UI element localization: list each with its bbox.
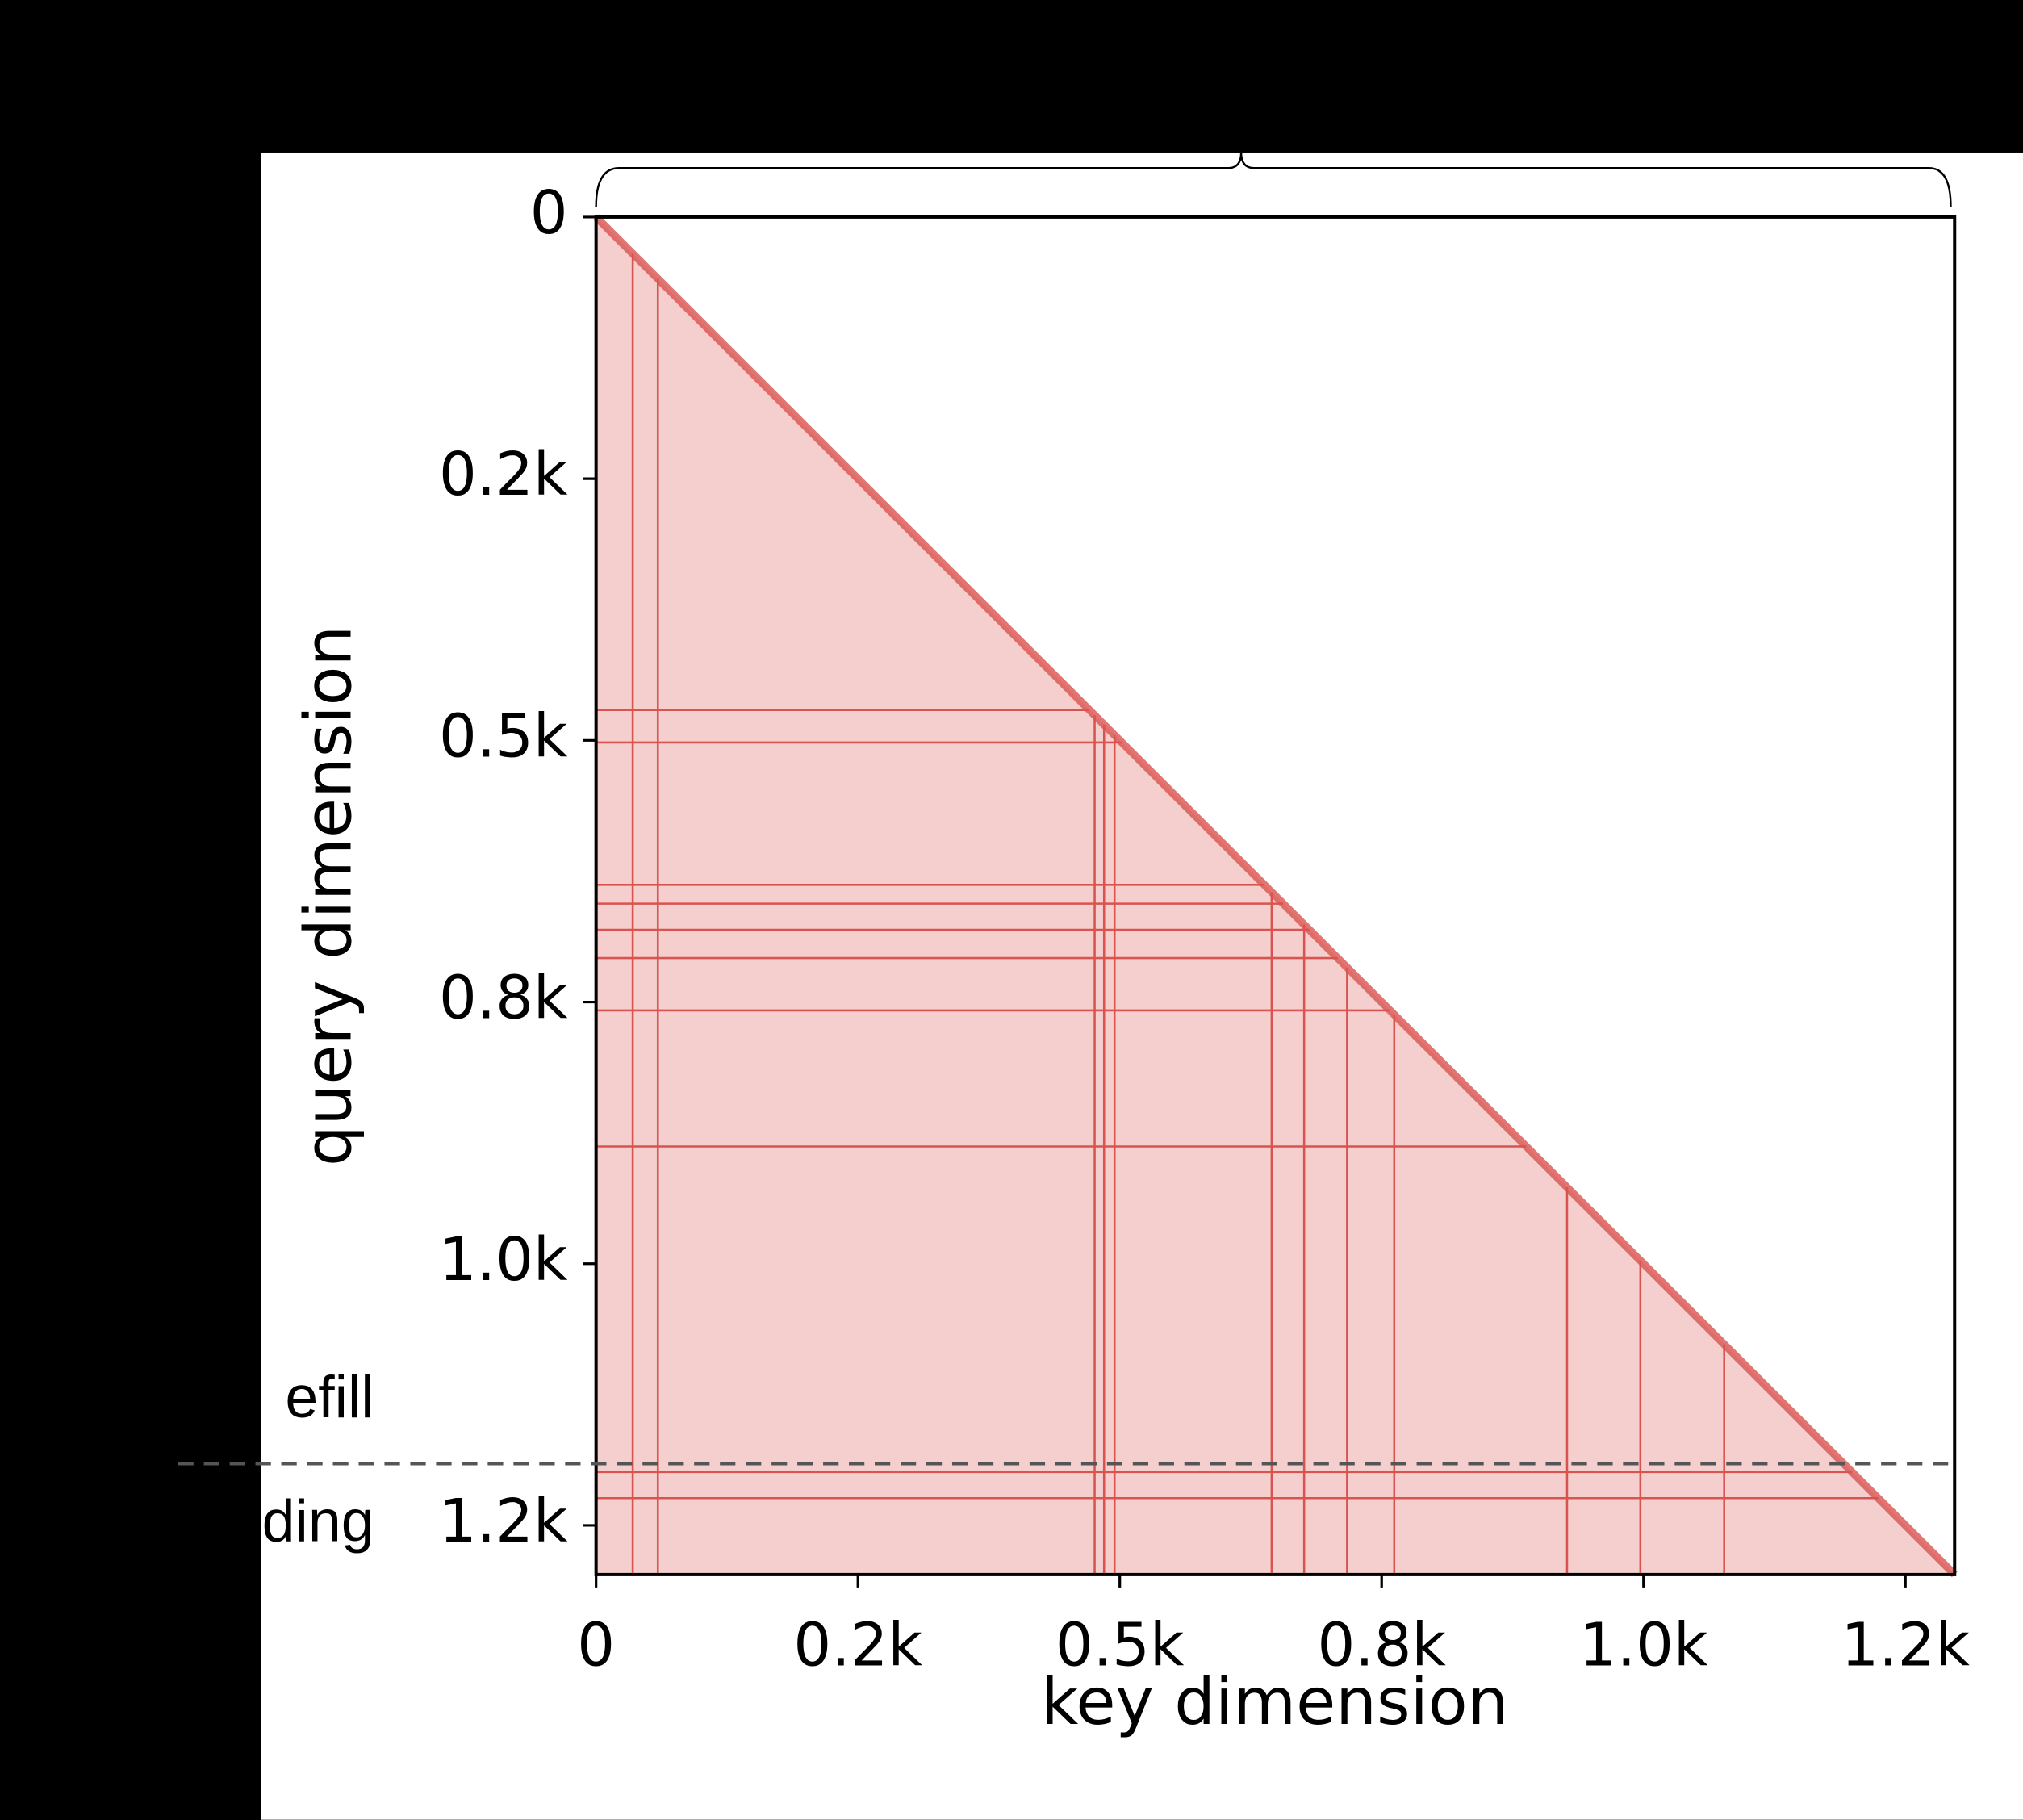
x-tick-label: 0.2k: [793, 1612, 922, 1680]
phase-label: efill: [285, 1363, 374, 1430]
x-tick-label: 0.8k: [1317, 1612, 1446, 1680]
y-tick-label: 0.5k: [439, 702, 568, 771]
y-tick-label: 1.2k: [439, 1487, 568, 1556]
x-tick-label: 1.0k: [1579, 1612, 1708, 1680]
y-tick-label: 1.0k: [439, 1226, 568, 1295]
x-tick-label: 0: [577, 1612, 615, 1680]
x-tick-label: 1.2k: [1841, 1612, 1970, 1680]
left-cover: [0, 0, 261, 1820]
brace: [595, 152, 1952, 207]
y-tick-label: 0.8k: [439, 964, 568, 1033]
plot-frame: [594, 215, 1957, 1576]
y-axis-label: query dimension: [290, 625, 366, 1166]
diagonal: [593, 214, 1958, 1578]
x-axis-label: key dimension: [1041, 1664, 1508, 1739]
x-tick-label: 0.5k: [1055, 1612, 1185, 1680]
figure-panel: [260, 152, 2023, 1820]
y-tick-label: 0: [530, 179, 568, 248]
phase-label: ding: [262, 1487, 374, 1554]
y-tick-label: 0.2k: [439, 441, 568, 509]
